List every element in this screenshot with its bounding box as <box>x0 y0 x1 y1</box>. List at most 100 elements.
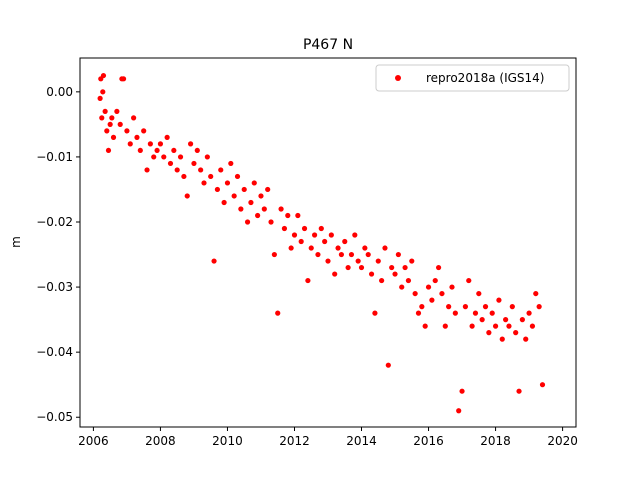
data-point <box>177 154 184 160</box>
data-point <box>338 251 345 258</box>
data-point <box>144 167 150 173</box>
x-axis: 2006 2008 2010 2012 2014 2016 2018 2020 <box>78 427 578 448</box>
data-point <box>102 108 108 114</box>
data-point <box>127 141 133 147</box>
data-point <box>191 160 197 167</box>
plot-area-frame <box>79 57 577 428</box>
data-point <box>104 128 110 134</box>
data-point <box>224 180 231 186</box>
x-tick-label: 2020 <box>547 434 578 448</box>
data-point <box>258 193 264 199</box>
data-point <box>295 212 301 219</box>
data-point <box>533 290 539 297</box>
legend-box <box>375 64 570 92</box>
data-point <box>452 310 458 316</box>
data-point <box>131 115 137 121</box>
data-points <box>97 72 546 414</box>
legend: repro2018a (IGS14) <box>375 64 570 92</box>
data-point <box>281 225 288 232</box>
data-point <box>362 245 368 251</box>
data-point <box>120 76 127 82</box>
data-point <box>231 193 237 199</box>
data-point <box>238 206 244 212</box>
data-point <box>456 408 462 414</box>
data-point <box>134 134 140 140</box>
data-point <box>100 89 106 95</box>
data-point <box>439 290 445 297</box>
data-point <box>489 310 495 316</box>
data-point <box>311 232 318 238</box>
data-point <box>372 310 378 316</box>
data-point <box>288 245 294 251</box>
data-point <box>499 336 505 342</box>
data-point <box>248 199 254 206</box>
y-tick-label: −0.05 <box>36 410 73 424</box>
data-point <box>201 180 207 186</box>
data-point <box>298 238 304 245</box>
data-point <box>449 284 455 290</box>
data-point <box>469 323 475 329</box>
data-point <box>479 317 485 323</box>
data-point <box>335 245 341 251</box>
y-axis: 0.00 −0.01 −0.02 −0.03 −0.04 −0.05 <box>36 85 80 424</box>
data-point <box>375 258 381 264</box>
data-point <box>415 310 422 316</box>
data-point <box>425 284 432 290</box>
data-point <box>328 232 334 238</box>
data-point <box>462 304 469 310</box>
data-point <box>181 173 187 180</box>
data-point <box>382 245 388 251</box>
data-point <box>519 317 525 323</box>
data-point <box>476 290 482 297</box>
legend-label: repro2018a (IGS14) <box>426 71 544 85</box>
data-point <box>395 251 401 258</box>
x-tick-label: 2018 <box>480 434 511 448</box>
data-point <box>261 206 267 212</box>
data-point <box>208 173 214 180</box>
data-point <box>147 141 153 147</box>
data-point <box>271 251 277 258</box>
chart-title: P467 N <box>303 37 353 53</box>
data-point <box>539 382 546 388</box>
data-point <box>244 219 251 225</box>
data-point <box>368 271 375 277</box>
data-point <box>466 277 472 284</box>
data-point <box>157 141 164 147</box>
data-point <box>234 173 241 180</box>
data-point <box>352 232 358 238</box>
data-point <box>275 310 281 316</box>
data-point <box>154 147 160 154</box>
data-point <box>141 128 147 134</box>
data-point <box>389 264 395 271</box>
data-point <box>332 271 338 277</box>
data-point <box>429 297 435 303</box>
x-tick-label: 2010 <box>212 434 243 448</box>
data-point <box>322 238 328 245</box>
data-point <box>114 108 120 114</box>
data-point <box>164 134 170 140</box>
data-point <box>472 310 479 316</box>
data-point <box>137 147 143 154</box>
data-point <box>305 277 311 284</box>
data-point <box>97 95 103 101</box>
data-point <box>402 264 408 271</box>
data-point <box>492 323 499 329</box>
data-point <box>392 271 398 277</box>
data-point <box>422 323 428 329</box>
data-point <box>194 147 200 154</box>
data-point <box>218 167 224 173</box>
x-tick-label: 2016 <box>413 434 444 448</box>
y-tick-label: −0.01 <box>36 150 73 164</box>
data-point <box>503 317 509 323</box>
data-point <box>187 141 194 147</box>
data-point <box>308 245 314 251</box>
data-point <box>486 330 492 336</box>
data-point <box>109 115 115 121</box>
data-point <box>536 304 542 310</box>
data-point <box>301 225 308 232</box>
data-point <box>432 277 438 284</box>
x-tick-label: 2006 <box>78 434 109 448</box>
data-point <box>365 251 371 258</box>
data-point <box>198 167 204 173</box>
data-point <box>251 180 257 186</box>
